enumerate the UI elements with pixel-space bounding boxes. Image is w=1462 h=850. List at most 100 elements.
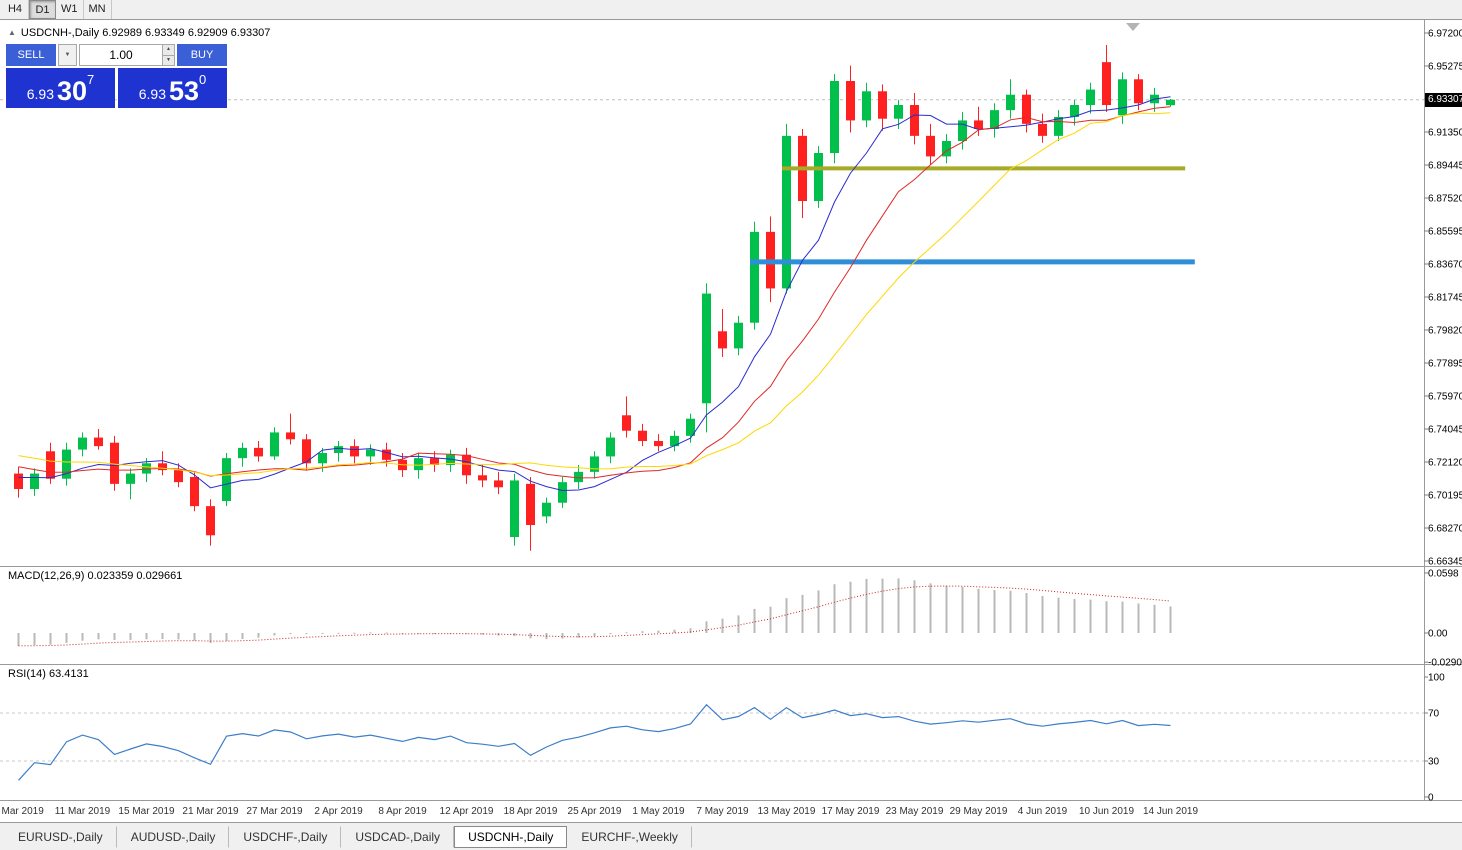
bid-price-point: 7 [87, 72, 95, 87]
candle-body [542, 502, 551, 517]
sell-button[interactable]: SELL [6, 44, 56, 66]
chart-tab-eurchf-weekly[interactable]: EURCHF-,Weekly [567, 826, 692, 848]
candle-body [494, 480, 503, 488]
volume-dropdown-button[interactable]: ▼ [58, 44, 77, 66]
date-label: 1 May 2019 [632, 806, 685, 817]
chart-tab-usdchf-daily[interactable]: USDCHF-,Daily [229, 826, 342, 848]
candle-body [830, 81, 839, 153]
timeframe-button-d1[interactable]: D1 [29, 0, 56, 19]
macd-bar [433, 633, 436, 634]
macd-bar [417, 633, 420, 634]
volume-input[interactable] [80, 45, 174, 65]
macd-bar [209, 633, 212, 643]
candle-body [478, 475, 487, 481]
rsi-axis-label: 100 [1428, 673, 1445, 684]
candle-body [1102, 62, 1111, 105]
macd-bar [977, 588, 980, 633]
timeframe-button-mn[interactable]: MN [84, 0, 112, 19]
timeframe-button-h4[interactable]: H4 [2, 0, 29, 19]
date-label: 11 Mar 2019 [55, 806, 111, 817]
macd-bar [1089, 599, 1092, 633]
buy-price-display[interactable]: 6.93 53 0 [118, 68, 227, 108]
chart-tab-audusd-daily[interactable]: AUDUSD-,Daily [117, 826, 230, 848]
price-axis-label: 6.87520 [1428, 194, 1462, 205]
chart-tab-eurusd-daily[interactable]: EURUSD-,Daily [4, 826, 117, 848]
macd-bar [97, 633, 100, 640]
macd-bar [897, 578, 900, 633]
stepper-down-icon[interactable]: ▼ [163, 54, 174, 65]
candle-body [462, 454, 471, 476]
candle-body [222, 458, 231, 501]
macd-bar [273, 633, 276, 636]
chart-area[interactable]: 6.972006.952756.933506.913506.894456.875… [0, 20, 1462, 822]
chart-tab-bar: EURUSD-,Daily AUDUSD-,Daily USDCHF-,Daily U… [0, 822, 1462, 850]
date-label: 15 Mar 2019 [118, 806, 175, 817]
rsi-axis[interactable]: 100 70 30 0 [1424, 673, 1445, 804]
candle-body [638, 430, 647, 441]
macd-bar [1009, 590, 1012, 633]
macd-bar [721, 618, 724, 633]
date-label: 29 May 2019 [950, 806, 1008, 817]
macd-bar [801, 594, 804, 633]
candle-body [174, 470, 183, 483]
candle-body [286, 432, 295, 440]
panel-separators [0, 20, 1462, 801]
macd-bar [65, 633, 68, 643]
macd-bar [609, 633, 612, 635]
price-axis-label: 6.72120 [1428, 458, 1462, 469]
candle-body [238, 447, 247, 459]
candle-body [350, 446, 359, 457]
sell-price-display[interactable]: 6.93 30 7 [6, 68, 115, 108]
candle-body [814, 153, 823, 201]
candle-body [910, 105, 919, 136]
chart-tab-usdcnh-daily[interactable]: USDCNH-,Daily [454, 826, 568, 848]
macd-bar [385, 632, 388, 634]
macd-bar [1153, 604, 1156, 633]
bid-price-prefix: 6.93 [26, 86, 54, 102]
candle-body [46, 451, 55, 479]
rsi-value: 63.4131 [48, 668, 89, 680]
chart-shift-marker-icon[interactable] [1126, 23, 1140, 31]
candle-body [1086, 89, 1095, 105]
macd-bar [561, 633, 564, 639]
macd-bar [113, 633, 116, 640]
macd-indicator-label: MACD(12,26,9) 0.023359 0.029661 [8, 570, 182, 582]
date-label: 4 Jun 2019 [1018, 806, 1068, 817]
candle-body [526, 483, 535, 525]
date-label: 7 May 2019 [696, 806, 749, 817]
stepper-up-icon[interactable]: ▲ [163, 45, 174, 55]
candles [14, 45, 1175, 551]
candle-body [510, 480, 519, 537]
buy-button[interactable]: BUY [177, 44, 227, 66]
candle-body [254, 447, 263, 457]
macd-bar [865, 578, 868, 633]
macd-bar [129, 633, 132, 640]
macd-bar [833, 584, 836, 633]
candle-body [78, 437, 87, 450]
macd-bar [145, 633, 148, 640]
one-click-panel-toggle-icon[interactable]: ▲ [8, 28, 16, 37]
price-axis[interactable]: 6.972006.952756.933506.913506.894456.875… [1424, 29, 1462, 568]
ma-line-ma_mid [18, 106, 1171, 479]
ask-price-pips: 53 [168, 76, 200, 106]
price-axis-label: 6.95275 [1428, 62, 1462, 73]
macd-bar [913, 580, 916, 633]
candle-body [782, 135, 791, 289]
chart-tab-usdcad-daily[interactable]: USDCAD-,Daily [341, 826, 455, 848]
macd-bar [225, 633, 228, 642]
macd-bar [1057, 597, 1060, 633]
timeframe-button-w1[interactable]: W1 [56, 0, 84, 19]
time-axis[interactable]: 5 Mar 2019 11 Mar 2019 15 Mar 2019 21 Mar 2… [0, 806, 1198, 817]
candle-body [862, 91, 871, 121]
candle-body [606, 437, 615, 457]
macd-axis-label: 0.00 [1428, 629, 1448, 640]
candle-body [126, 473, 135, 484]
macd-axis[interactable]: 0.0598 0.00 -0.029049 [1424, 569, 1462, 669]
rsi-indicator-label: RSI(14) 63.4131 [8, 668, 89, 680]
candle-body [942, 141, 951, 157]
price-axis-label: 6.83670 [1428, 260, 1462, 271]
macd-bar [1105, 601, 1108, 633]
date-label: 2 Apr 2019 [314, 806, 363, 817]
candle-body [878, 91, 887, 119]
candle-body [142, 463, 151, 474]
